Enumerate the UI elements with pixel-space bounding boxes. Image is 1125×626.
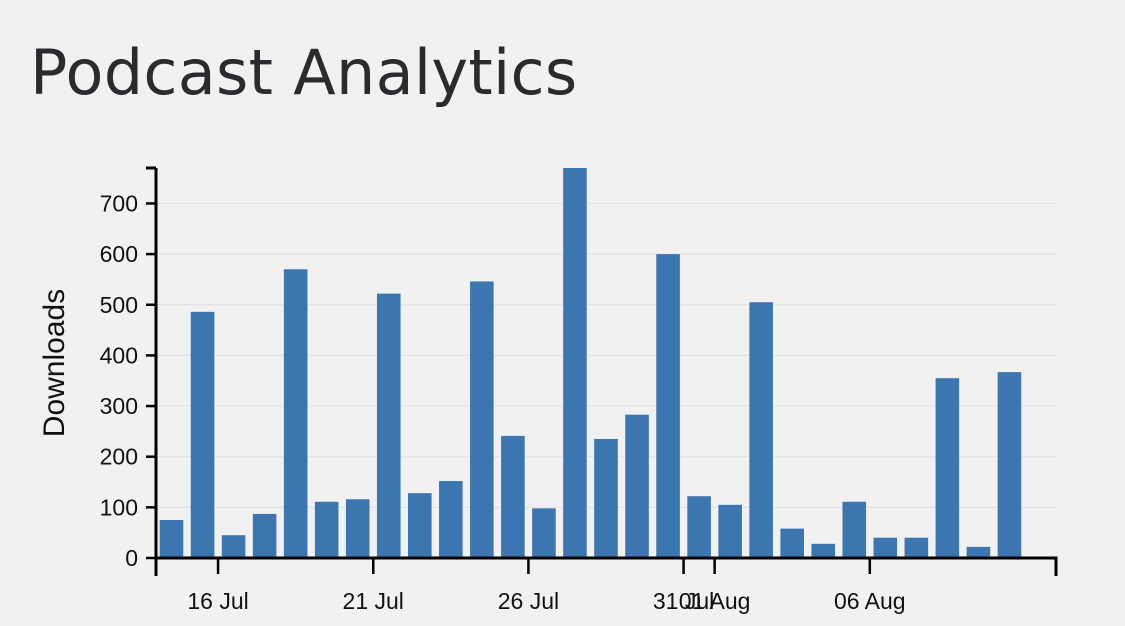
bar (873, 537, 898, 558)
bar (470, 281, 494, 558)
y-tick-label: 500 (100, 292, 138, 318)
y-axis-title: Downloads (38, 289, 71, 437)
y-tick-label: 600 (100, 241, 138, 267)
x-tick-label: 06 Aug (834, 588, 906, 614)
bar (780, 528, 804, 558)
bar (283, 269, 308, 558)
bar (904, 537, 929, 558)
bar (749, 302, 773, 558)
bar (625, 414, 649, 558)
bar (811, 543, 836, 558)
y-tick-label: 300 (100, 393, 138, 419)
bar (501, 435, 525, 558)
bar (190, 311, 215, 558)
bar (935, 378, 960, 558)
bar (842, 501, 867, 558)
bar (656, 254, 680, 559)
bar (221, 535, 246, 558)
bar (966, 546, 991, 558)
bar (563, 168, 587, 558)
y-tick-label: 0 (125, 545, 138, 571)
x-tick-label: 31 Jul (653, 588, 714, 614)
bar (159, 520, 184, 558)
x-tick-label: 01 Aug (679, 588, 751, 614)
bar (314, 501, 339, 558)
bar (718, 504, 742, 558)
bar (345, 499, 370, 558)
bar (997, 372, 1022, 558)
tick-labels: 0 100 200 300 400 500 600 700 Downloads 16 Jul 21 … (38, 190, 906, 614)
bar (376, 293, 401, 558)
axes (146, 166, 1058, 576)
bar (532, 508, 556, 558)
y-tick-label: 400 (100, 342, 138, 368)
bar (408, 493, 432, 558)
y-tick-label: 100 (100, 494, 138, 520)
x-tick-label: 26 Jul (498, 588, 559, 614)
bar (252, 513, 277, 558)
bar (687, 496, 711, 558)
bars (159, 168, 1022, 559)
page-title: Podcast Analytics (30, 36, 578, 109)
bar (439, 481, 463, 558)
x-tick-label: 16 Jul (187, 588, 248, 614)
x-tick-label: 21 Jul (343, 588, 404, 614)
bar (594, 438, 618, 558)
y-tick-label: 200 (100, 444, 138, 470)
y-tick-label: 700 (100, 190, 138, 216)
